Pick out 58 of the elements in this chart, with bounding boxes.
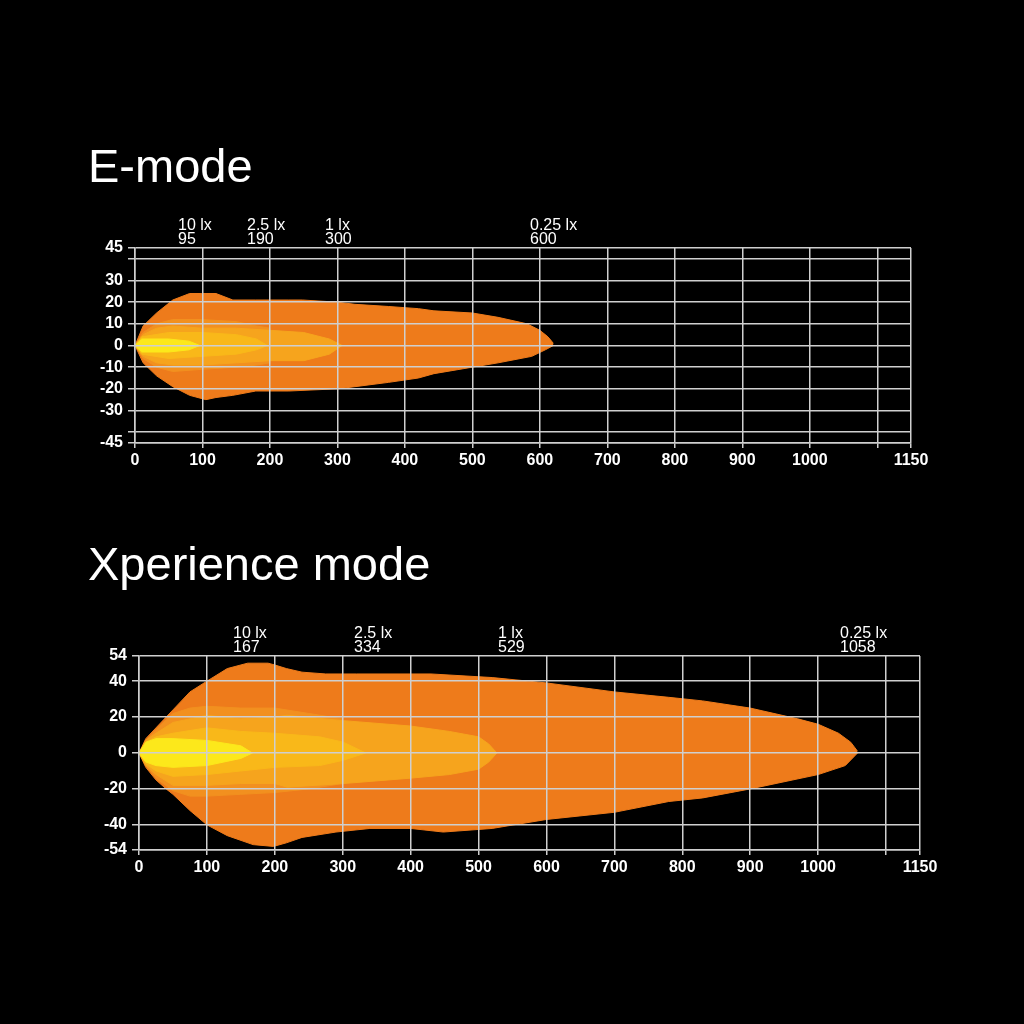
text: 600: [530, 230, 557, 247]
text: 0.25 lx: [530, 216, 578, 233]
y-tick-label: 54: [109, 646, 128, 664]
y-tick-label: -54: [103, 840, 128, 858]
text: 190: [247, 230, 274, 247]
y-tick-label: 10: [105, 314, 124, 332]
x-tick-label: 1150: [902, 858, 938, 876]
x-tick-label: 200: [256, 451, 284, 469]
x-tick-label: 800: [668, 858, 696, 876]
x-tick-label: 500: [465, 858, 493, 876]
y-tick-label: -20: [103, 779, 128, 797]
x-tick-label: 600: [526, 451, 554, 469]
text: 300: [325, 230, 352, 247]
y-tick-label: 20: [105, 292, 124, 310]
text: 529: [498, 638, 525, 655]
y-tick-label: 30: [105, 270, 124, 288]
y-tick-label: -30: [99, 400, 124, 418]
x-tick-label: 300: [329, 858, 357, 876]
chart-title: E-mode: [88, 139, 253, 193]
y-tick-label: -40: [103, 815, 128, 833]
text: 10 lx: [178, 216, 212, 233]
y-tick-label: 20: [109, 707, 128, 725]
y-tick-label: 40: [109, 671, 128, 689]
y-tick-label: -10: [99, 357, 124, 375]
x-tick-label: 700: [594, 451, 621, 469]
text: 1058: [840, 638, 876, 655]
x-tick-label: 0: [134, 858, 144, 876]
x-tick-label: 400: [397, 858, 425, 876]
x-tick-label: 900: [736, 858, 764, 876]
x-tick-label: 900: [728, 451, 756, 469]
x-tick-label: 0: [130, 451, 140, 469]
text: 167: [233, 638, 260, 655]
text: 2.5 lx: [247, 216, 286, 233]
x-tick-label: 1150: [893, 451, 929, 469]
x-tick-label: 400: [391, 451, 419, 469]
x-tick-label: 700: [601, 858, 628, 876]
text: 2.5 lx: [354, 624, 393, 641]
x-tick-label: 200: [261, 858, 289, 876]
y-tick-label: 0: [118, 743, 128, 761]
chart-title: Xperience mode: [88, 537, 431, 591]
x-tick-label: 100: [189, 451, 216, 469]
text: 95: [178, 230, 196, 247]
x-tick-label: 100: [193, 858, 221, 876]
text: 10 lx: [233, 624, 267, 641]
text: 1 lx: [498, 624, 523, 641]
text: 334: [354, 638, 381, 655]
x-tick-label: 1000: [800, 858, 837, 876]
x-tick-label: 500: [459, 451, 486, 469]
text: 0.25 lx: [840, 624, 888, 641]
x-tick-label: 800: [661, 451, 689, 469]
text: 1 lx: [325, 216, 350, 233]
y-tick-label: 45: [105, 238, 124, 256]
y-tick-label: -20: [99, 379, 124, 397]
x-tick-label: 1000: [791, 451, 828, 469]
y-tick-label: 0: [114, 335, 124, 353]
x-tick-label: 300: [324, 451, 351, 469]
y-tick-label: -45: [99, 433, 124, 451]
x-tick-label: 600: [533, 858, 560, 876]
